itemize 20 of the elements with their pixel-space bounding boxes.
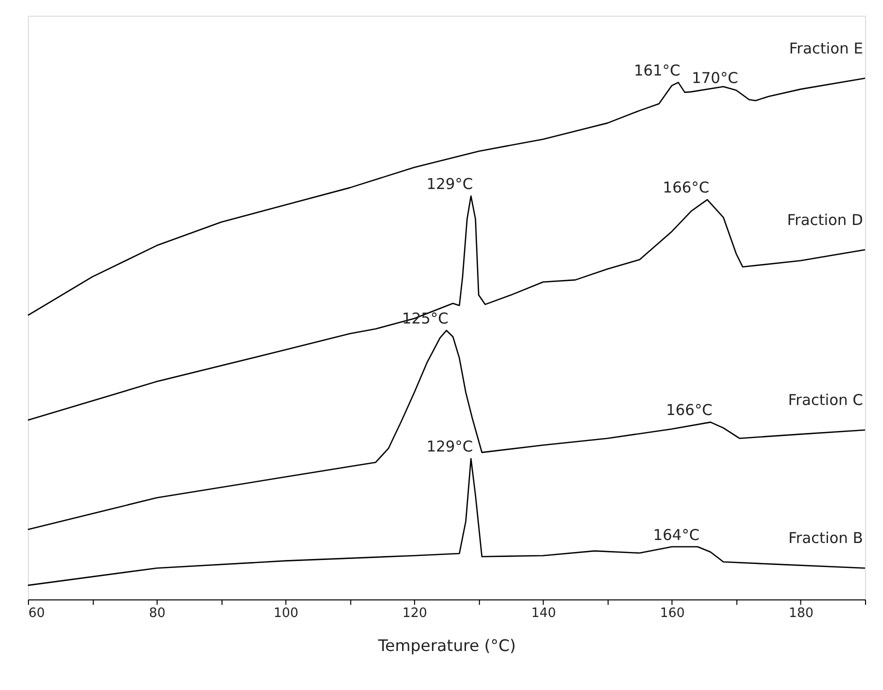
series-label: Fraction B (788, 529, 864, 548)
annotation: 161°C (634, 61, 680, 80)
x-axis-title: Temperature (°C) (377, 636, 516, 655)
annotation: 166°C (666, 401, 712, 420)
x-tick-label: 140 (531, 606, 556, 621)
series-label: Fraction C (788, 391, 864, 410)
x-tick-label: 80 (148, 606, 166, 621)
series-label: Fraction D (787, 210, 864, 229)
annotation: 125°C (402, 309, 448, 328)
x-tick-label: 60 (28, 606, 45, 621)
annotation: 166°C (662, 178, 710, 197)
annotation: 129°C (426, 438, 473, 456)
x-tick-label: 180 (788, 606, 814, 621)
x-tick-label: 120 (402, 606, 428, 621)
annotation: 164°C (653, 526, 700, 544)
x-tick-label: 160 (660, 606, 685, 621)
annotation: 129°C (426, 175, 473, 194)
x-tick-label: 100 (274, 606, 298, 621)
series-label: Fraction E (789, 39, 864, 58)
annotation: 170°C (692, 69, 738, 88)
